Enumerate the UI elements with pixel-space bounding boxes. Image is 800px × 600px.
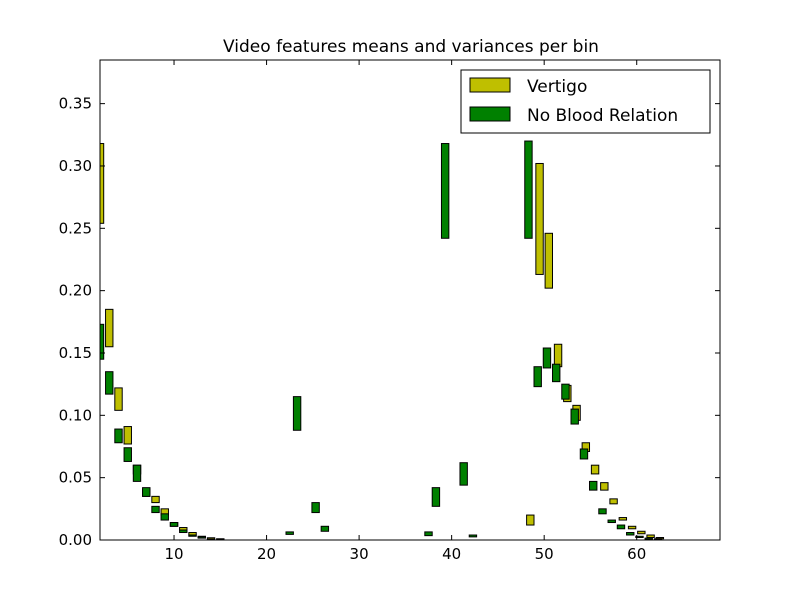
y-tick-label: 0.20 <box>59 282 92 300</box>
bar-vertigo-23 <box>609 498 618 505</box>
bar-no-blood-relation-22 <box>533 366 542 388</box>
legend-label-no-blood-relation: No Blood Relation <box>527 106 678 126</box>
bar-vertigo-3 <box>123 426 132 445</box>
y-tick-label: 0.35 <box>59 95 92 113</box>
bar-vertigo-21 <box>590 464 600 475</box>
y-tick-label: 0.05 <box>59 469 92 487</box>
bar-vertigo-16 <box>544 232 553 289</box>
x-tick-label: 50 <box>535 545 554 563</box>
bar-no-blood-relation-28 <box>589 480 598 491</box>
bar-no-blood-relation-32 <box>626 532 635 536</box>
bar-no-blood-relation-26 <box>570 408 579 425</box>
bar-no-blood-relation-4 <box>132 464 142 482</box>
legend-swatch-vertigo <box>469 77 511 93</box>
bar-no-blood-relation-30 <box>607 519 616 524</box>
bar-no-blood-relation-25 <box>561 383 570 400</box>
bar-no-blood-relation-18 <box>440 143 450 239</box>
y-tick-label: 0.30 <box>59 157 92 175</box>
bar-vertigo-17 <box>553 343 563 368</box>
bar-vertigo-26 <box>637 530 646 535</box>
bar-no-blood-relation-1 <box>105 371 114 395</box>
y-tick-label: 0.25 <box>59 219 92 237</box>
y-axis: 0.00 0.05 0.10 0.15 0.20 0.25 0.30 0.35 <box>59 95 720 549</box>
bar-no-blood-relation-27 <box>579 448 589 460</box>
x-tick-label: 60 <box>627 545 646 563</box>
bar-no-blood-relation-17 <box>431 487 441 507</box>
bar-no-blood-relation-12 <box>285 531 294 535</box>
x-tick-label: 30 <box>350 545 369 563</box>
bar-no-blood-relation-14 <box>311 502 320 514</box>
bar-vertigo-15 <box>535 162 544 275</box>
bar-no-blood-relation-34 <box>644 537 653 540</box>
bar-vertigo-1 <box>105 308 114 348</box>
bar-vertigo-14 <box>526 514 535 526</box>
bar-no-blood-relation-11 <box>197 536 206 539</box>
y-tick-label: 0.00 <box>59 531 92 549</box>
bar-vertigo-27 <box>646 534 655 539</box>
bar-no-blood-relation-2 <box>114 428 123 444</box>
bar-no-blood-relation-9 <box>179 529 188 534</box>
bar-no-blood-relation-31 <box>616 524 626 530</box>
bar-no-blood-relation-20 <box>468 534 478 538</box>
x-tick-label: 10 <box>164 545 183 563</box>
bar-no-blood-relation-24 <box>552 363 561 383</box>
legend-label-vertigo: Vertigo <box>527 77 587 97</box>
bar-no-blood-relation-21 <box>524 140 533 239</box>
bar-no-blood-relation-29 <box>598 508 607 515</box>
bar-no-blood-relation-8 <box>169 522 179 527</box>
x-axis: 10 20 30 40 50 60 <box>164 60 646 563</box>
bar-no-blood-relation-33 <box>635 535 644 539</box>
bar-no-blood-relation-23 <box>542 347 552 369</box>
legend: Vertigo No Blood Relation <box>460 69 711 134</box>
bar-no-blood-relation-13 <box>292 396 302 431</box>
chart-title: Video features means and variances per b… <box>223 37 599 57</box>
bar-vertigo-12 <box>206 537 216 540</box>
bar-no-blood-relation-15 <box>320 525 330 532</box>
plot-area <box>100 140 665 540</box>
x-tick-label: 40 <box>442 545 461 563</box>
bar-no-blood-relation-5 <box>142 487 151 497</box>
x-tick-label: 20 <box>257 545 276 563</box>
bar-no-blood-relation-10 <box>188 534 197 537</box>
legend-swatch-no-blood-relation <box>469 106 511 122</box>
bar-no-blood-relation-19 <box>459 462 468 486</box>
bar-vertigo-24 <box>618 517 628 521</box>
bar-vertigo-22 <box>600 482 609 491</box>
y-tick-label: 0.10 <box>59 406 92 424</box>
bar-vertigo-2 <box>114 387 123 411</box>
bar-vertigo-25 <box>627 525 637 530</box>
axes-frame <box>99 59 721 541</box>
bar-no-blood-relation-3 <box>123 447 132 462</box>
bar-no-blood-relation-6 <box>151 505 160 514</box>
y-tick-label: 0.15 <box>59 344 92 362</box>
bar-no-blood-relation-7 <box>160 513 169 521</box>
bar-vertigo-6 <box>151 495 160 504</box>
bar-no-blood-relation-16 <box>424 531 433 537</box>
